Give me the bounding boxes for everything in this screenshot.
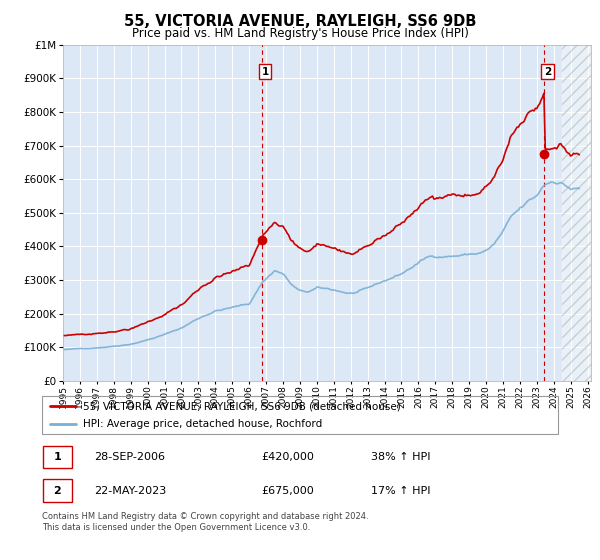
Text: £675,000: £675,000 (261, 486, 314, 496)
Text: 1: 1 (53, 452, 61, 462)
Bar (43, 446, 72, 468)
Text: 2: 2 (53, 486, 61, 496)
Text: 28-SEP-2006: 28-SEP-2006 (94, 452, 165, 462)
Text: 22-MAY-2023: 22-MAY-2023 (94, 486, 166, 496)
Text: 17% ↑ HPI: 17% ↑ HPI (371, 486, 430, 496)
Text: 55, VICTORIA AVENUE, RAYLEIGH, SS6 9DB (detached house): 55, VICTORIA AVENUE, RAYLEIGH, SS6 9DB (… (83, 401, 401, 411)
Bar (562, 45, 591, 381)
Bar (562, 45, 591, 381)
Text: £420,000: £420,000 (261, 452, 314, 462)
Text: 1: 1 (262, 67, 269, 77)
Text: 38% ↑ HPI: 38% ↑ HPI (371, 452, 430, 462)
Text: 55, VICTORIA AVENUE, RAYLEIGH, SS6 9DB: 55, VICTORIA AVENUE, RAYLEIGH, SS6 9DB (124, 14, 476, 29)
Text: Contains HM Land Registry data © Crown copyright and database right 2024.
This d: Contains HM Land Registry data © Crown c… (42, 512, 368, 532)
Text: HPI: Average price, detached house, Rochford: HPI: Average price, detached house, Roch… (83, 419, 323, 429)
Text: 2: 2 (544, 67, 551, 77)
Text: Price paid vs. HM Land Registry's House Price Index (HPI): Price paid vs. HM Land Registry's House … (131, 27, 469, 40)
Bar (43, 479, 72, 502)
